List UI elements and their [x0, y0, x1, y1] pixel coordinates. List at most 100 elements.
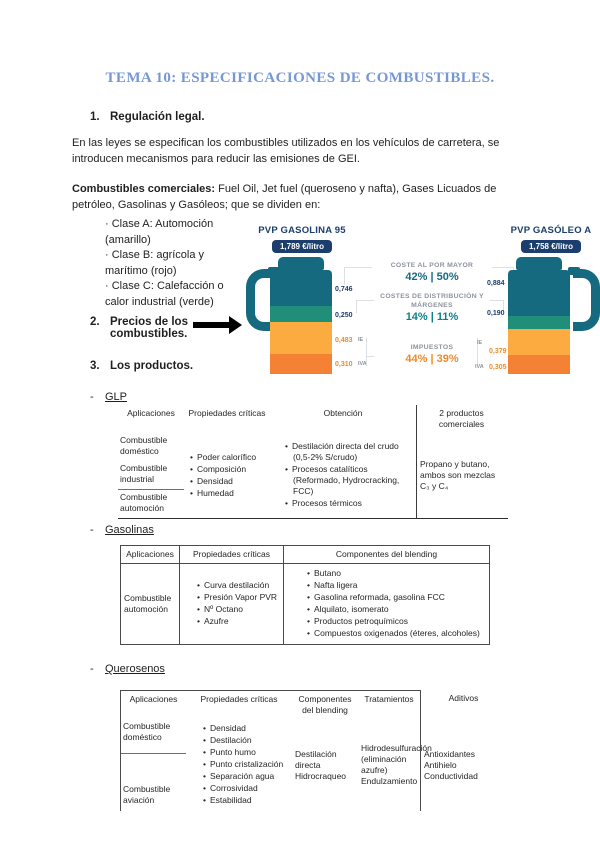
column-header: Aplicaciones: [121, 546, 179, 565]
gasoleo-tax-ie-value: 0,379: [489, 348, 507, 355]
glp-heading: - GLP: [90, 391, 127, 403]
column-header: Componentes del blending: [292, 690, 358, 719]
pump-nozzle-tip: [568, 267, 580, 275]
arrow-right-icon: [193, 316, 242, 334]
table-cell: Punto cristalización: [200, 759, 289, 770]
dash: -: [90, 391, 94, 403]
table-cell: Procesos catalíticos (Reformado, Hydrocr…: [282, 464, 413, 497]
distribution-label: COSTES DE DISTRIBUCIÓN Y MÁRGENES: [380, 293, 484, 309]
table-cell: Combustible doméstico: [120, 435, 168, 457]
segment-tax-ie: [508, 329, 570, 355]
section-1-title: Regulación legal.: [110, 111, 205, 123]
table-cell: Hidrodesulfuración (eliminación azufre): [361, 743, 432, 776]
connector-line: [366, 356, 374, 357]
table-cell: Estabilidad: [200, 795, 289, 806]
segment-tax-iva: [270, 354, 332, 374]
querosenos-aditivos-cell: Antioxidantes Antihielo Conductividad: [420, 719, 506, 812]
pump-gasoleo-a: PVP GASÓLEO A 1,758 €/litro: [502, 225, 600, 375]
column-header: Aplicaciones: [120, 690, 186, 720]
connector-line: [490, 300, 504, 301]
pump-gasolina-95: PVP GASOLINA 95 1,789 €/litro: [246, 225, 358, 375]
gasolina-tax-ie-label: IE: [358, 337, 364, 343]
column-header: Aditivos: [420, 690, 506, 720]
gasolinas-heading: - Gasolinas: [90, 524, 154, 536]
gasoleo-distribution-value: 0,190: [487, 310, 505, 317]
table-cell: Antioxidantes: [424, 748, 476, 759]
glp-productos-cell: Propano y butano, ambos son mezclas C₃ y…: [416, 433, 506, 519]
gasoleo-tax-iva-label: IVA: [475, 364, 484, 370]
table-cell: Destilación: [200, 735, 289, 746]
column-header: Propiedades críticas: [188, 408, 266, 418]
table-cell: Densidad: [187, 476, 267, 487]
section-1-number: 1.: [90, 111, 100, 123]
gasolinas-table: Aplicaciones Propiedades críticas Compon…: [120, 545, 490, 646]
column-header: Componentes del blending: [283, 546, 489, 565]
table-cell: Destilación directa: [295, 748, 337, 770]
taxes-label: IMPUESTOS: [410, 344, 454, 351]
connector-line: [356, 300, 357, 313]
table-cell: Curva destilación: [194, 580, 280, 591]
connector-line: [490, 356, 491, 357]
table-cell: Combustible industrial: [118, 461, 184, 491]
table-cell: Gasolina reformada, gasolina FCC: [304, 592, 486, 603]
table-cell: Combustible aviación: [123, 784, 171, 806]
table-cell: Composición: [187, 464, 267, 475]
segment-wholesale: [508, 270, 570, 316]
connector-line: [366, 338, 367, 366]
section-3-heading: 3. Los productos.: [90, 360, 193, 372]
arrow-head: [229, 316, 242, 334]
table-cell: Conductividad: [424, 770, 478, 781]
glp-obtencion-cell: Destilación directa del crudo (0,5-2% S/…: [270, 433, 416, 518]
gasoleo-tax-iva-value: 0,305: [489, 364, 507, 371]
table-cell: Densidad: [200, 723, 289, 734]
connector-line: [344, 267, 372, 268]
section-3-title: Los productos.: [110, 360, 194, 372]
connector-line: [503, 300, 504, 312]
pump-body-stack: [270, 270, 332, 374]
gasolina-distribution-value: 0,250: [335, 312, 353, 319]
glp-propiedades-cell: Poder calorífico Composición Densidad Hu…: [184, 433, 270, 518]
fuel-pump-icon: [502, 257, 600, 375]
glp-heading-label: GLP: [105, 391, 128, 403]
list-item: · Clase B: agrícola y marítimo (rojo): [105, 249, 205, 277]
querosenos-table: Aplicaciones Propiedades críticas Compon…: [120, 690, 506, 812]
section-3-number: 3.: [90, 360, 100, 372]
querosenos-propiedades-cell: Densidad Destilación Punto humo Punto cr…: [186, 719, 292, 811]
glp-aplicaciones-cell: Combustible doméstico Combustible indust…: [118, 433, 184, 518]
table-cell: Nº Octano: [194, 604, 280, 615]
connector-line: [492, 267, 514, 268]
gasolinas-heading-label: Gasolinas: [105, 524, 154, 536]
pump-body-stack: [508, 270, 570, 374]
pump-cap: [278, 257, 324, 270]
column-header: Tratamientos: [358, 690, 420, 719]
querosenos-tratamientos-cell: Hidrodesulfuración (eliminación azufre) …: [358, 719, 432, 811]
column-header: Aplicaciones: [127, 408, 175, 418]
paragraph-lead-rest: Fuel Oil, Jet fuel (queroseno y nafta), …: [72, 183, 497, 211]
pump-cap: [516, 257, 562, 270]
segment-wholesale: [270, 270, 332, 306]
column-header: Propiedades críticas: [179, 546, 283, 565]
pump-gasolina-title: PVP GASOLINA 95: [258, 225, 346, 236]
section-2-number: 2.: [90, 316, 100, 328]
table-cell: Hidrocraqueo: [295, 770, 347, 781]
table-cell: Butano: [304, 568, 486, 579]
paragraph-lead-bold: Combustibles comerciales:: [72, 183, 216, 195]
segment-distribution: [270, 306, 332, 322]
gasolina-wholesale-value: 0,746: [335, 286, 353, 293]
distribution-percentages: 14% | 11%: [405, 311, 459, 323]
gasolina-tax-ie-value: 0,483: [335, 337, 353, 344]
paragraph-regulacion: En las leyes se especifican los combusti…: [72, 137, 500, 165]
arrow-shaft: [193, 322, 229, 328]
table-cell: Combustible automoción: [120, 492, 168, 514]
pump-gasolina-price-badge: 1,789 €/litro: [271, 240, 333, 253]
table-cell: Poder calorífico: [187, 452, 267, 463]
table-cell: Humedad: [187, 488, 267, 499]
querosenos-componentes-cell: Destilación directa Hidrocraqueo: [292, 719, 358, 811]
connector-line: [344, 267, 345, 285]
glp-table: Aplicaciones Propiedades críticas Obtenc…: [118, 405, 508, 520]
section-2-title: Precios de los combustibles.: [110, 316, 188, 340]
paragraph-combustibles-comerciales: Combustibles comerciales: Fuel Oil, Jet …: [72, 182, 534, 214]
gasoleo-tax-ie-label: IE: [477, 340, 483, 346]
fuel-pump-icon: [246, 257, 358, 375]
